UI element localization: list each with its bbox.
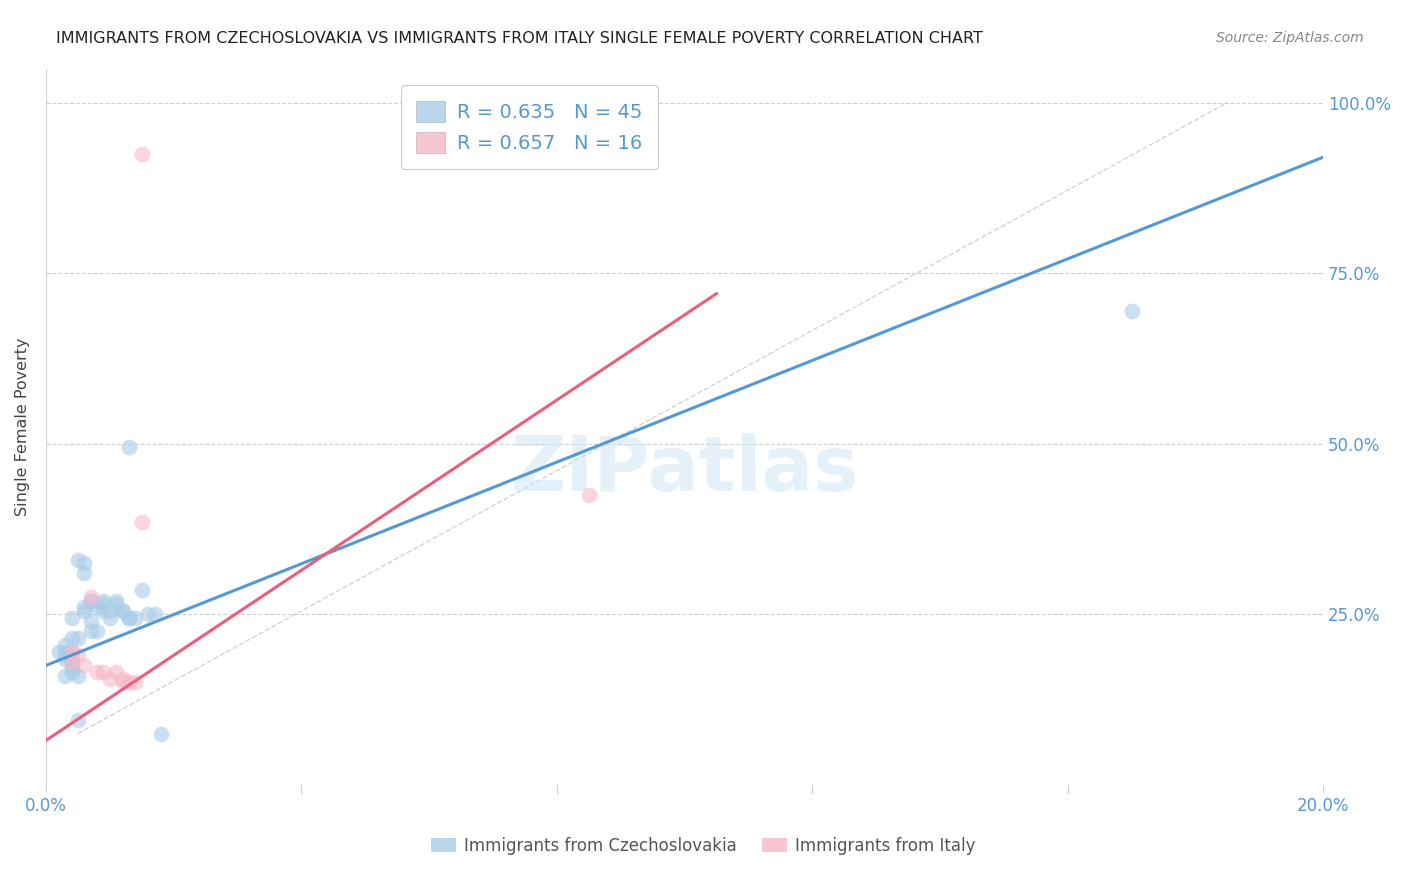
Point xyxy=(111,604,134,618)
Point xyxy=(93,593,115,607)
Point xyxy=(98,672,121,686)
Point xyxy=(60,658,83,673)
Legend: R = 0.635   N = 45, R = 0.657   N = 16: R = 0.635 N = 45, R = 0.657 N = 16 xyxy=(401,86,658,169)
Text: ZIPatlas: ZIPatlas xyxy=(510,433,859,507)
Point xyxy=(66,648,89,662)
Point xyxy=(60,662,83,676)
Point xyxy=(118,610,141,624)
Point xyxy=(60,645,83,659)
Point xyxy=(98,604,121,618)
Point xyxy=(105,665,128,680)
Point xyxy=(53,645,76,659)
Point xyxy=(124,610,146,624)
Point xyxy=(105,593,128,607)
Point xyxy=(118,675,141,690)
Point xyxy=(60,651,83,665)
Point xyxy=(66,631,89,645)
Point xyxy=(118,610,141,624)
Text: IMMIGRANTS FROM CZECHOSLOVAKIA VS IMMIGRANTS FROM ITALY SINGLE FEMALE POVERTY CO: IMMIGRANTS FROM CZECHOSLOVAKIA VS IMMIGR… xyxy=(56,31,983,46)
Point xyxy=(143,607,166,622)
Point xyxy=(93,597,115,611)
Point xyxy=(131,515,153,529)
Point xyxy=(73,566,96,581)
Point xyxy=(73,556,96,570)
Point xyxy=(53,648,76,662)
Point xyxy=(124,675,146,690)
Point xyxy=(66,713,89,727)
Point xyxy=(60,655,83,669)
Point xyxy=(1121,303,1143,318)
Point xyxy=(136,607,159,622)
Point xyxy=(60,631,83,645)
Point xyxy=(60,645,83,659)
Point xyxy=(60,665,83,680)
Point xyxy=(131,583,153,598)
Point xyxy=(79,614,101,628)
Point xyxy=(93,604,115,618)
Point xyxy=(79,593,101,607)
Point xyxy=(66,552,89,566)
Text: Source: ZipAtlas.com: Source: ZipAtlas.com xyxy=(1216,31,1364,45)
Point xyxy=(53,638,76,652)
Point xyxy=(93,665,115,680)
Point xyxy=(53,668,76,682)
Point xyxy=(111,672,134,686)
Point xyxy=(86,600,108,615)
Point xyxy=(86,665,108,680)
Point xyxy=(66,668,89,682)
Point xyxy=(118,440,141,454)
Point xyxy=(73,658,96,673)
Point xyxy=(73,600,96,615)
Point xyxy=(105,597,128,611)
Point xyxy=(79,593,101,607)
Point xyxy=(111,675,134,690)
Point xyxy=(60,610,83,624)
Point xyxy=(48,645,70,659)
Point xyxy=(73,604,96,618)
Point xyxy=(98,610,121,624)
Point xyxy=(131,146,153,161)
Point xyxy=(111,604,134,618)
Point xyxy=(79,590,101,604)
Point xyxy=(79,624,101,639)
Point xyxy=(86,624,108,639)
Y-axis label: Single Female Poverty: Single Female Poverty xyxy=(15,337,30,516)
Point xyxy=(578,488,600,502)
Point xyxy=(53,651,76,665)
Point xyxy=(149,726,172,740)
Legend: Immigrants from Czechoslovakia, Immigrants from Italy: Immigrants from Czechoslovakia, Immigran… xyxy=(423,830,983,862)
